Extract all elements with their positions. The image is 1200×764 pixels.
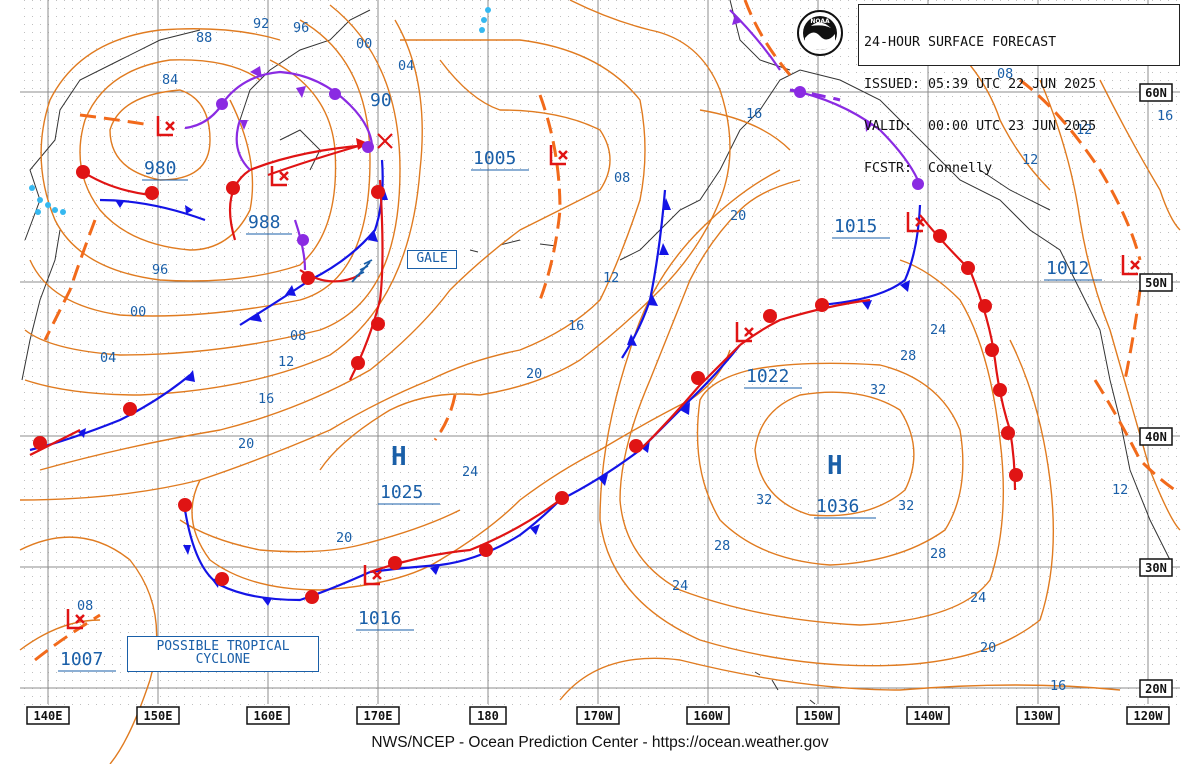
tropical-line-1: POSSIBLE TROPICAL xyxy=(156,639,290,654)
isobar-label: 12 xyxy=(278,354,294,370)
lon-label: 130W xyxy=(1024,709,1054,723)
isobar-label: 16 xyxy=(258,391,274,407)
noaa-logo: NOAA xyxy=(797,10,843,56)
low-988: 988 xyxy=(248,212,281,233)
lon-label: 120W xyxy=(1134,709,1164,723)
low-movement-arrow xyxy=(267,138,368,176)
high-letter-1036: H xyxy=(827,451,843,481)
pressure-values: 980 988 1005 1015 1012 1022 1016 1007 10… xyxy=(58,148,1102,672)
low-1015: 1015 xyxy=(834,216,877,237)
isobar-label: 88 xyxy=(196,30,212,46)
low-1012: 1012 xyxy=(1046,258,1089,279)
isobar-labels: 92 96 88 84 00 04 90 08 20 12 16 24 28 3… xyxy=(77,16,1173,694)
isobar-label: 00 xyxy=(356,36,372,52)
isobar-label: 32 xyxy=(756,492,772,508)
header-valid: VALID: 00:00 UTC 23 JUN 2025 xyxy=(864,119,1097,134)
isobar-label: 08 xyxy=(77,598,93,614)
isobar-label: 28 xyxy=(930,546,946,562)
isobar-label: 16 xyxy=(1157,108,1173,124)
occluded-fronts xyxy=(184,9,922,271)
header-title: 24-HOUR SURFACE FORECAST xyxy=(864,35,1057,50)
isobar-label: 24 xyxy=(672,578,688,594)
lat-label: 30N xyxy=(1145,561,1167,575)
isobar-label: 92 xyxy=(253,16,269,32)
lon-label: 150E xyxy=(144,709,173,723)
isobar-label: 16 xyxy=(1050,678,1066,694)
gale-warning-label: GALE xyxy=(407,250,457,269)
isobar-label: 04 xyxy=(398,58,414,74)
lat-label: 60N xyxy=(1145,86,1167,100)
lon-label: 170E xyxy=(364,709,393,723)
longitude-labels: 140E 150E 160E 170E 180 170W 160W 150W 1… xyxy=(26,706,1170,725)
isobar-label: 12 xyxy=(1022,152,1038,168)
lat-label: 40N xyxy=(1145,430,1167,444)
lon-label: 140E xyxy=(34,709,63,723)
isobar-label: 90 xyxy=(370,90,392,111)
low-980: 980 xyxy=(144,158,177,179)
header-forecaster: FCSTR: Connelly xyxy=(864,161,993,176)
isobar-label: 32 xyxy=(870,382,886,398)
isobar-label: 20 xyxy=(238,436,254,452)
isobar-label: 32 xyxy=(898,498,914,514)
isobar-label: 16 xyxy=(746,106,762,122)
lon-label: 160E xyxy=(254,709,283,723)
noaa-logo-text: NOAA xyxy=(810,18,830,25)
lon-label: 150W xyxy=(804,709,834,723)
isobar-label: 08 xyxy=(290,328,306,344)
ice-markers xyxy=(29,7,491,215)
latitude-labels: 60N 50N 40N 30N 20N xyxy=(1139,83,1173,698)
low-1007: 1007 xyxy=(60,649,103,670)
isobar-label: 12 xyxy=(603,270,619,286)
high-1036: 1036 xyxy=(816,496,859,517)
dot-grid-background xyxy=(20,0,1180,710)
lon-label: 170W xyxy=(584,709,614,723)
lon-label: 180 xyxy=(477,709,499,723)
isobar-label: 28 xyxy=(714,538,730,554)
low-1022: 1022 xyxy=(746,366,789,387)
isobar-label: 08 xyxy=(997,66,1013,82)
lon-label: 140W xyxy=(914,709,944,723)
isobar-label: 20 xyxy=(336,530,352,546)
isobar-label: 96 xyxy=(293,20,309,36)
forecast-header: 24-HOUR SURFACE FORECAST ISSUED: 05:39 U… xyxy=(858,4,1180,176)
isobar-label: 24 xyxy=(462,464,478,480)
isobars xyxy=(19,0,1181,764)
troughs xyxy=(34,0,1176,662)
header-issued: ISSUED: 05:39 UTC 22 JUN 2025 xyxy=(864,77,1097,92)
isobar-label: 84 xyxy=(162,72,178,88)
isobar-label: 08 xyxy=(614,170,630,186)
lat-label: 20N xyxy=(1145,682,1167,696)
isobar-label: 16 xyxy=(568,318,584,334)
isobar-label: 12 xyxy=(1076,122,1092,138)
isobar-label: 20 xyxy=(730,208,746,224)
low-symbols xyxy=(66,116,1140,630)
isobar-label: 04 xyxy=(100,350,116,366)
low-1005: 1005 xyxy=(473,148,516,169)
isobar-label: 00 xyxy=(130,304,146,320)
lat-label: 50N xyxy=(1145,276,1167,290)
isobar-label: 28 xyxy=(900,348,916,364)
occluded-endpoint-x xyxy=(377,133,393,149)
high-1025: 1025 xyxy=(380,482,423,503)
gale-wind-barb xyxy=(351,259,373,283)
isobar-label: 24 xyxy=(930,322,946,338)
high-letter-1025: H xyxy=(391,442,407,472)
isobar-label: 20 xyxy=(980,640,996,656)
graticule xyxy=(20,0,1180,704)
occluded-symbols xyxy=(216,14,924,246)
isobar-label: 96 xyxy=(152,262,168,278)
tropical-line-2: CYCLONE xyxy=(195,652,251,667)
low-1016: 1016 xyxy=(358,608,401,629)
lon-label: 160W xyxy=(694,709,724,723)
isobar-label: 20 xyxy=(526,366,542,382)
isobar-label: 24 xyxy=(970,590,986,606)
high-letters: H H xyxy=(391,442,843,481)
warm-front-semicircles xyxy=(33,165,1023,604)
isobar-label: 12 xyxy=(1112,482,1128,498)
footer-credit: NWS/NCEP - Ocean Prediction Center - htt… xyxy=(371,734,829,751)
possible-tropical-cyclone-label: POSSIBLE TROPICAL CYCLONE xyxy=(127,636,319,672)
